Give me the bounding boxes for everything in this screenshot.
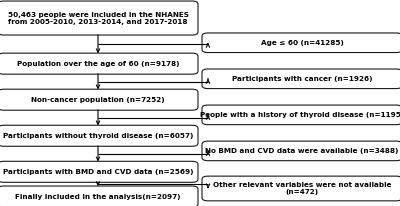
Text: Finally included in the analysis(n=2097): Finally included in the analysis(n=2097) [15,193,181,200]
FancyBboxPatch shape [202,33,400,53]
FancyBboxPatch shape [0,125,198,146]
FancyBboxPatch shape [0,161,198,182]
Text: Participants with cancer (n=1926): Participants with cancer (n=1926) [232,76,372,82]
Text: 50,463 people were included in the NHANES
from 2005-2010, 2013-2014, and 2017-20: 50,463 people were included in the NHANE… [8,12,188,25]
Text: Population over the age of 60 (n=9178): Population over the age of 60 (n=9178) [17,61,179,67]
Text: People with a history of thyroid disease (n=1195): People with a history of thyroid disease… [200,112,400,118]
Text: Participants with BMD and CVD data (n=2569): Participants with BMD and CVD data (n=25… [3,169,193,175]
FancyBboxPatch shape [202,141,400,161]
Text: Non-cancer population (n=7252): Non-cancer population (n=7252) [31,97,165,103]
FancyBboxPatch shape [202,105,400,125]
FancyBboxPatch shape [202,176,400,201]
Text: Participants without thyroid disease (n=6057): Participants without thyroid disease (n=… [3,133,193,139]
FancyBboxPatch shape [0,1,198,35]
FancyBboxPatch shape [202,69,400,89]
Text: Age ≤ 60 (n=41285): Age ≤ 60 (n=41285) [260,40,344,46]
FancyBboxPatch shape [0,186,198,206]
Text: No BMD and CVD data were available (n=3488): No BMD and CVD data were available (n=34… [205,148,399,154]
FancyBboxPatch shape [0,53,198,74]
Text: Other relevant variables were not available
(n=472): Other relevant variables were not availa… [213,182,391,195]
FancyBboxPatch shape [0,89,198,110]
